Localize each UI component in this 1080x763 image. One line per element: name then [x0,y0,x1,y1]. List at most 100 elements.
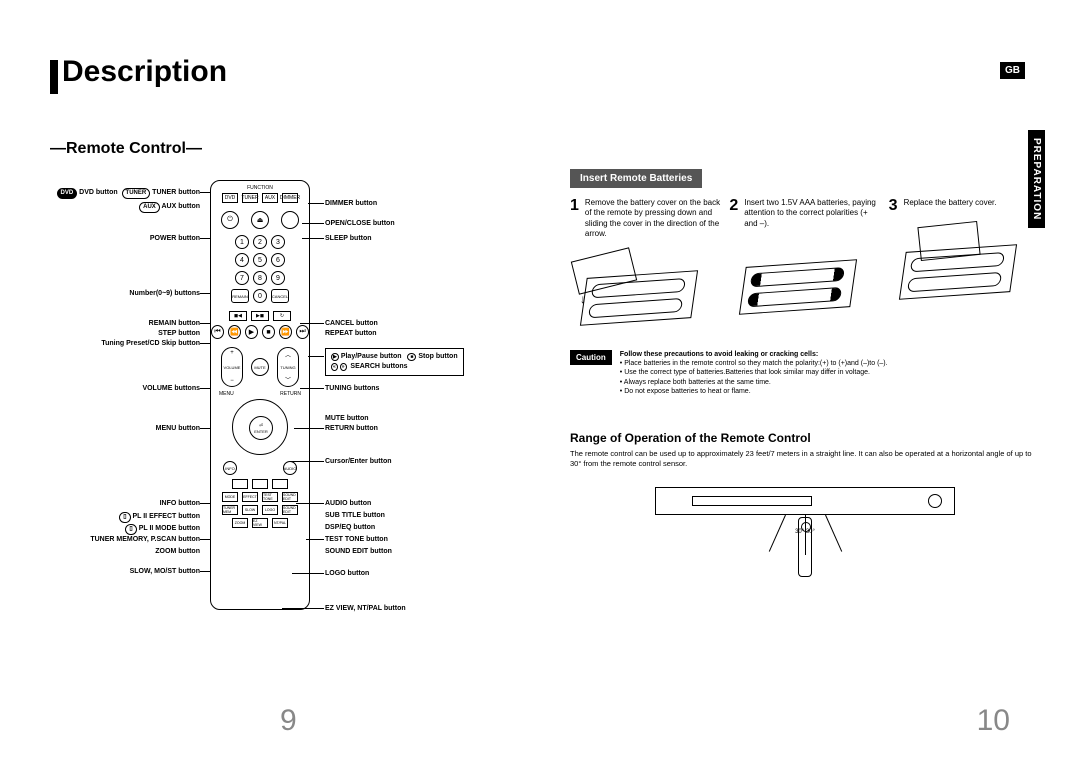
right-column: Insert Remote Batteries 1Remove the batt… [570,168,1040,579]
label-numbers: Number(0~9) buttons [50,290,200,297]
step-2: 2Insert two 1.5V AAA batteries, paying a… [729,198,880,336]
label-step: STEP button [50,330,200,337]
step-3: 3Replace the battery cover. [889,198,1040,336]
range-title: Range of Operation of the Remote Control [570,431,1040,445]
lead-line [282,608,324,609]
battery [747,287,842,307]
caution-bullet: • Always replace both batteries at the s… [620,378,888,387]
btn-dvd: DVD [222,193,238,203]
btn-volume: +VOLUME− [221,347,243,387]
lead-line [300,323,324,324]
caution-block: Caution Follow these precautions to avoi… [570,350,1040,397]
page-number-left: 9 [280,704,297,738]
label-openclose: OPEN/CLOSE button [325,220,395,227]
btn-dimmer: DIMMER [282,193,298,203]
label-zoom: ZOOM button [50,548,200,555]
label-pl2-effect: ▯ PL II EFFECT button [50,512,200,523]
lead-line [294,428,324,429]
num-0: 0 [253,289,267,303]
btn-enter: ⏎ENTER [249,416,273,440]
lead-line [296,503,324,504]
label-repeat: REPEAT button [325,330,377,337]
lead-line [308,203,324,204]
section-subtitle: —Remote Control— [50,140,202,158]
label-dimmer: DIMMER button [325,200,377,207]
btn-next: ⏭ [296,325,309,339]
step1-text: Remove the battery cover on the back of … [585,198,721,240]
caution-bullet: • Use the correct type of batteries.Batt… [620,368,888,377]
step3-figure [889,220,1040,310]
battery-slot [591,278,686,298]
num-8: 8 [253,271,267,285]
label-remain: REMAIN button [50,320,200,327]
page-number-right: 10 [977,704,1010,738]
label-subtitle: SUB TITLE button [325,512,385,519]
remote-diagram: DVD DVD button TUNER TUNER button AUX AU… [50,180,530,640]
device-knob [928,494,942,508]
label-cancel: CANCEL button [325,320,378,327]
battery-compartment [580,270,698,326]
battery-compartment [899,244,1017,300]
caution-text: Follow these precautions to avoid leakin… [620,350,888,397]
btn-aux: AUX [262,193,278,203]
btn-cancel: CANCEL [271,289,289,303]
btn-info: INFO [223,461,237,475]
label-cursor: Cursor/Enter button [325,458,392,465]
label-menu: MENU button [50,425,200,432]
btn-soundedit2: SOUND EDIT [282,505,298,515]
btn-ntpal: NT/PAL [272,518,288,528]
range-figure: 30° 30° [570,487,1040,577]
label-dvd-tuner: DVD DVD button TUNER TUNER button [50,188,200,199]
btn-step2: ▶◼︎ [251,311,269,321]
num-2: 2 [253,235,267,249]
label-logo: LOGO button [325,570,369,577]
remote-body: FUNCTION DVD TUNER AUX DIMMER ⏻ ⏏ 123 45… [210,180,310,610]
battery-steps: 1Remove the battery cover on the back of… [570,198,1040,336]
num-6: 6 [271,253,285,267]
insert-batteries-band: Insert Remote Batteries [570,169,702,188]
btn-mode: MODE [222,492,238,502]
btn-step: ◼︎◀ [229,311,247,321]
num-1: 1 [235,235,249,249]
caution-bullet: • Do not expose batteries to heat or fla… [620,387,888,396]
btn-sleep [281,211,299,229]
caution-bullet: • Place batteries in the remote control … [620,359,888,368]
lead-line [302,223,324,224]
mini-remote [798,517,812,577]
label-ezview: EZ VIEW, NT/PAL button [325,605,406,612]
caution-badge: Caution [570,350,612,365]
btn-rew: ⏪ [228,325,241,339]
battery [750,267,845,287]
page-title: Description [62,55,227,89]
btn-power: ⏻ [221,211,239,229]
label-sleep: SLEEP button [325,235,372,242]
label-power: POWER button [50,235,200,242]
label-aux: AUX AUX button [50,202,200,213]
label-testtone: TEST TONE button [325,536,388,543]
region-badge: GB [1000,62,1025,79]
lead-line [308,356,324,357]
btn-prev: ⏮ [211,325,224,339]
btn-zoom: ZOOM [232,518,248,528]
battery-compartment [739,259,857,315]
step2-figure [729,235,880,325]
range-text: The remote control can be used up to app… [570,449,1040,469]
label-dsp: DSP/EQ button [325,524,375,531]
btn-dsp [272,479,288,489]
title-accent [50,60,58,94]
btn-soundedit: SOUND EDIT [282,492,298,502]
btn-play: ▶ [245,325,258,339]
label-audio: AUDIO button [325,500,371,507]
btn-stop: ■ [262,325,275,339]
btn-slow: SLOW [242,505,258,515]
btn-subtitle [252,479,268,489]
label-transport-box: ▶ Play/Pause button ■ Stop button « » SE… [325,348,464,376]
num-3: 3 [271,235,285,249]
btn-logo: LOGO [262,505,278,515]
num-7: 7 [235,271,249,285]
label-return: RETURN button [325,425,378,432]
label-tuner-mem: TUNER MEMORY, P.SCAN button [50,536,200,543]
label-tuning-skip: Tuning Preset/CD Skip button [50,340,200,347]
label-pl2-mode: ▯ PL II MODE button [50,524,200,535]
lead-line [292,573,324,574]
